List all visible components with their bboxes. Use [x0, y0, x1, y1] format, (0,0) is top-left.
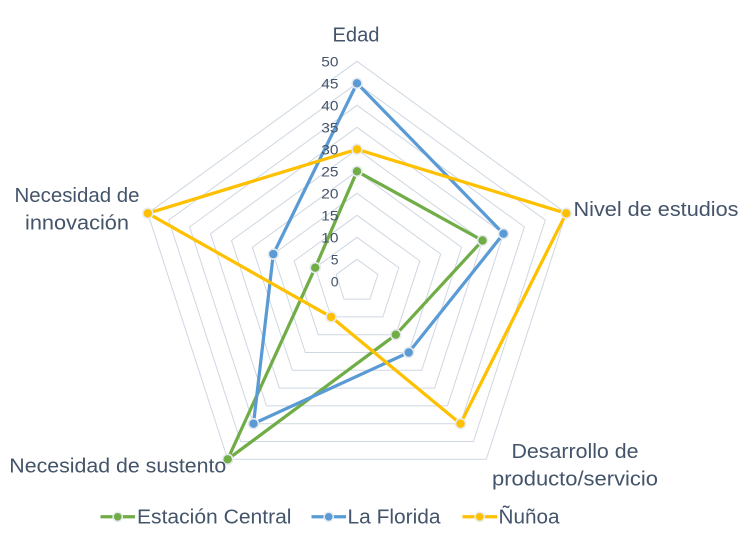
svg-text:40: 40: [321, 97, 338, 113]
svg-text:Estación Central: Estación Central: [137, 507, 292, 529]
svg-text:15: 15: [321, 207, 338, 223]
svg-text:35: 35: [321, 119, 338, 135]
svg-text:Edad: Edad: [333, 25, 380, 47]
svg-text:Desarrollo de: Desarrollo de: [512, 441, 639, 463]
svg-text:50: 50: [321, 53, 338, 69]
svg-text:5: 5: [331, 251, 339, 267]
svg-text:10: 10: [321, 229, 338, 245]
svg-text:innovación: innovación: [25, 213, 129, 235]
svg-text:45: 45: [321, 75, 338, 91]
svg-text:Ñuñoa: Ñuñoa: [499, 505, 561, 529]
svg-text:0: 0: [331, 273, 339, 289]
svg-text:Nivel de estudios: Nivel de estudios: [574, 199, 739, 221]
svg-text:30: 30: [321, 141, 338, 157]
svg-text:20: 20: [321, 185, 338, 201]
svg-text:producto/servicio: producto/servicio: [492, 469, 658, 491]
svg-text:Necesidad de: Necesidad de: [15, 185, 140, 207]
svg-text:La Florida: La Florida: [348, 507, 442, 529]
svg-text:25: 25: [321, 163, 338, 179]
svg-text:Necesidad de sustento: Necesidad de sustento: [9, 456, 226, 478]
